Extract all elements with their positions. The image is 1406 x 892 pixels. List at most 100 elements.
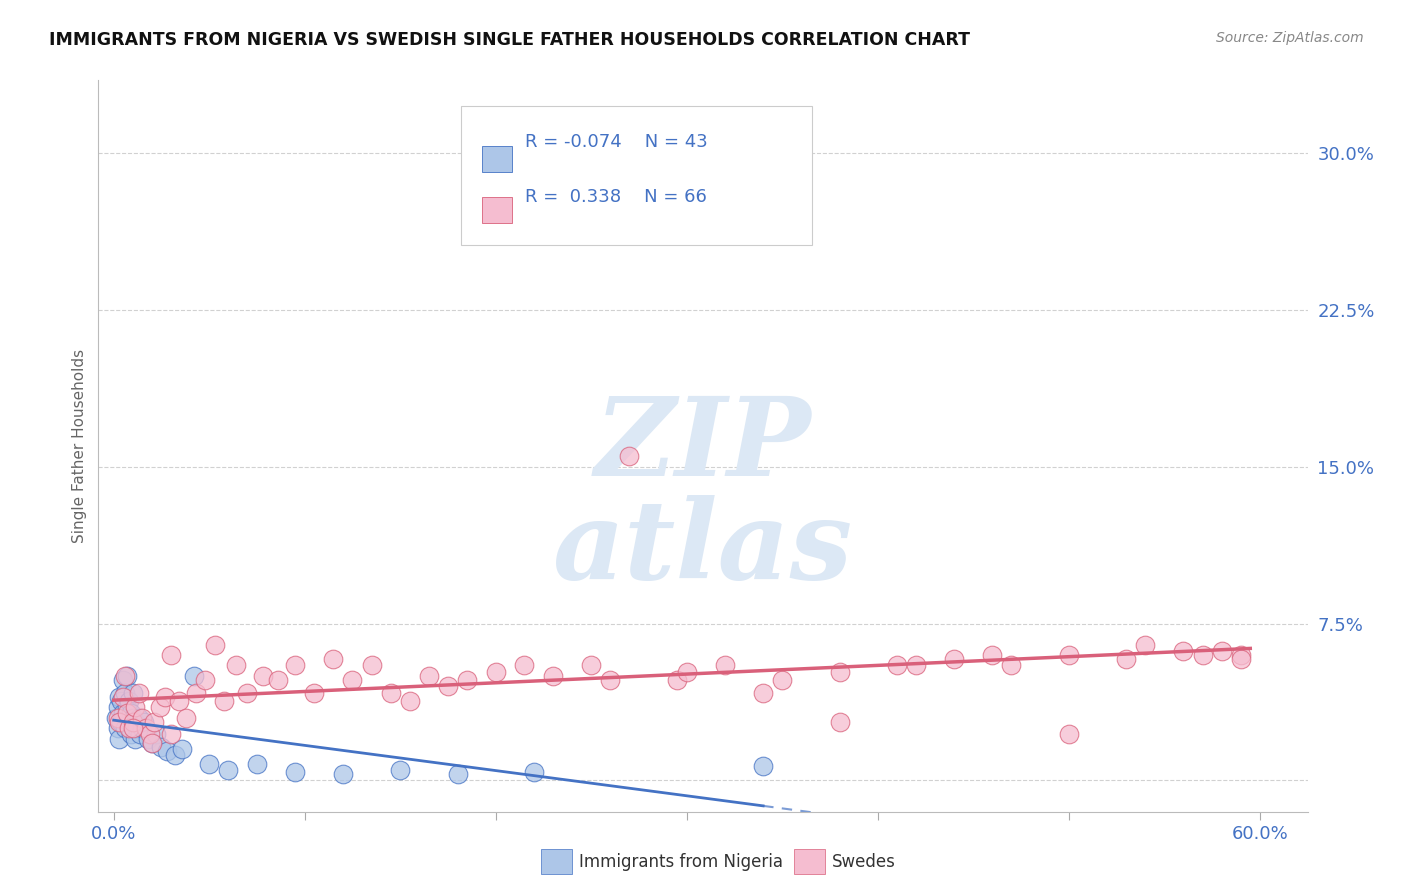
Point [108,690,131,704]
Point [107,711,129,725]
Point [131,711,153,725]
Point [156,744,179,758]
Text: Source: ZipAtlas.com: Source: ZipAtlas.com [1216,31,1364,45]
Point [124,700,146,714]
Point [110,694,132,708]
Point [172,742,194,756]
Point [523,764,546,779]
Point [246,756,269,771]
Point [675,665,697,679]
Point [124,714,146,729]
Point [118,714,141,729]
Point [485,665,508,679]
Point [163,748,186,763]
Bar [482,197,512,223]
Point [252,669,274,683]
Point [114,721,136,735]
Point [236,685,259,699]
Point [322,652,344,666]
Point [1173,644,1195,658]
Point [1000,658,1022,673]
Point [128,685,150,699]
Point [217,763,239,777]
Point [214,694,236,708]
Point [1135,638,1157,652]
Point [581,658,603,673]
Point [284,764,307,779]
Point [118,694,141,708]
Point [148,700,170,714]
Point [380,685,402,699]
Bar [482,146,512,171]
Point [981,648,1004,662]
Point [437,679,460,693]
Point [267,673,290,687]
Point [136,731,159,746]
Text: R =  0.338    N = 66: R = 0.338 N = 66 [526,188,707,206]
Point [752,758,775,772]
Point [145,727,167,741]
Text: atlas: atlas [553,495,853,602]
Point [139,727,162,741]
Point [121,721,143,735]
Text: R = -0.074    N = 43: R = -0.074 N = 43 [526,134,709,152]
Point [389,763,412,777]
Point [110,714,132,729]
Point [112,706,135,721]
Point [108,731,131,746]
Point [150,739,173,754]
Point [115,669,138,683]
Point [108,714,131,729]
Point [360,658,382,673]
Point [1057,727,1080,741]
Y-axis label: Single Father Households: Single Father Households [72,349,87,543]
FancyBboxPatch shape [461,106,811,244]
Point [342,673,364,687]
Point [225,658,247,673]
Point [142,714,165,729]
Point [513,658,536,673]
Point [184,685,207,699]
Text: ZIP: ZIP [595,392,811,500]
Point [121,711,143,725]
Text: Immigrants from Nigeria: Immigrants from Nigeria [579,853,783,871]
Text: Swedes: Swedes [832,853,896,871]
Point [943,652,966,666]
Point [304,685,326,699]
Point [204,638,226,652]
Point [118,721,141,735]
Point [125,721,148,735]
Point [770,673,793,687]
Text: IMMIGRANTS FROM NIGERIA VS SWEDISH SINGLE FATHER HOUSEHOLDS CORRELATION CHART: IMMIGRANTS FROM NIGERIA VS SWEDISH SINGL… [49,31,970,49]
Point [120,706,142,721]
Point [183,669,205,683]
Point [198,756,221,771]
Point [446,767,468,781]
Point [1115,652,1137,666]
Point [131,721,153,735]
Point [160,648,183,662]
Point [1211,644,1233,658]
Point [1191,648,1213,662]
Point [107,700,129,714]
Point [332,767,354,781]
Point [155,690,177,704]
Point [398,694,420,708]
Point [114,669,136,683]
Point [104,711,127,725]
Point [160,727,183,741]
Point [121,685,143,699]
Point [112,673,135,687]
Point [752,685,775,699]
Point [599,673,621,687]
Point [1229,648,1251,662]
Point [167,694,190,708]
Point [174,711,197,725]
Point [194,673,217,687]
Point [107,721,129,735]
Point [141,736,163,750]
Point [541,669,564,683]
Point [115,700,138,714]
Point [1229,652,1251,666]
Point [128,711,150,725]
